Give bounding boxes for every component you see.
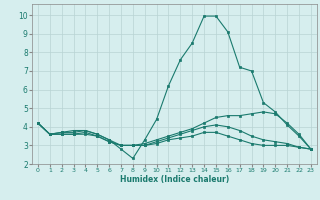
X-axis label: Humidex (Indice chaleur): Humidex (Indice chaleur)	[120, 175, 229, 184]
